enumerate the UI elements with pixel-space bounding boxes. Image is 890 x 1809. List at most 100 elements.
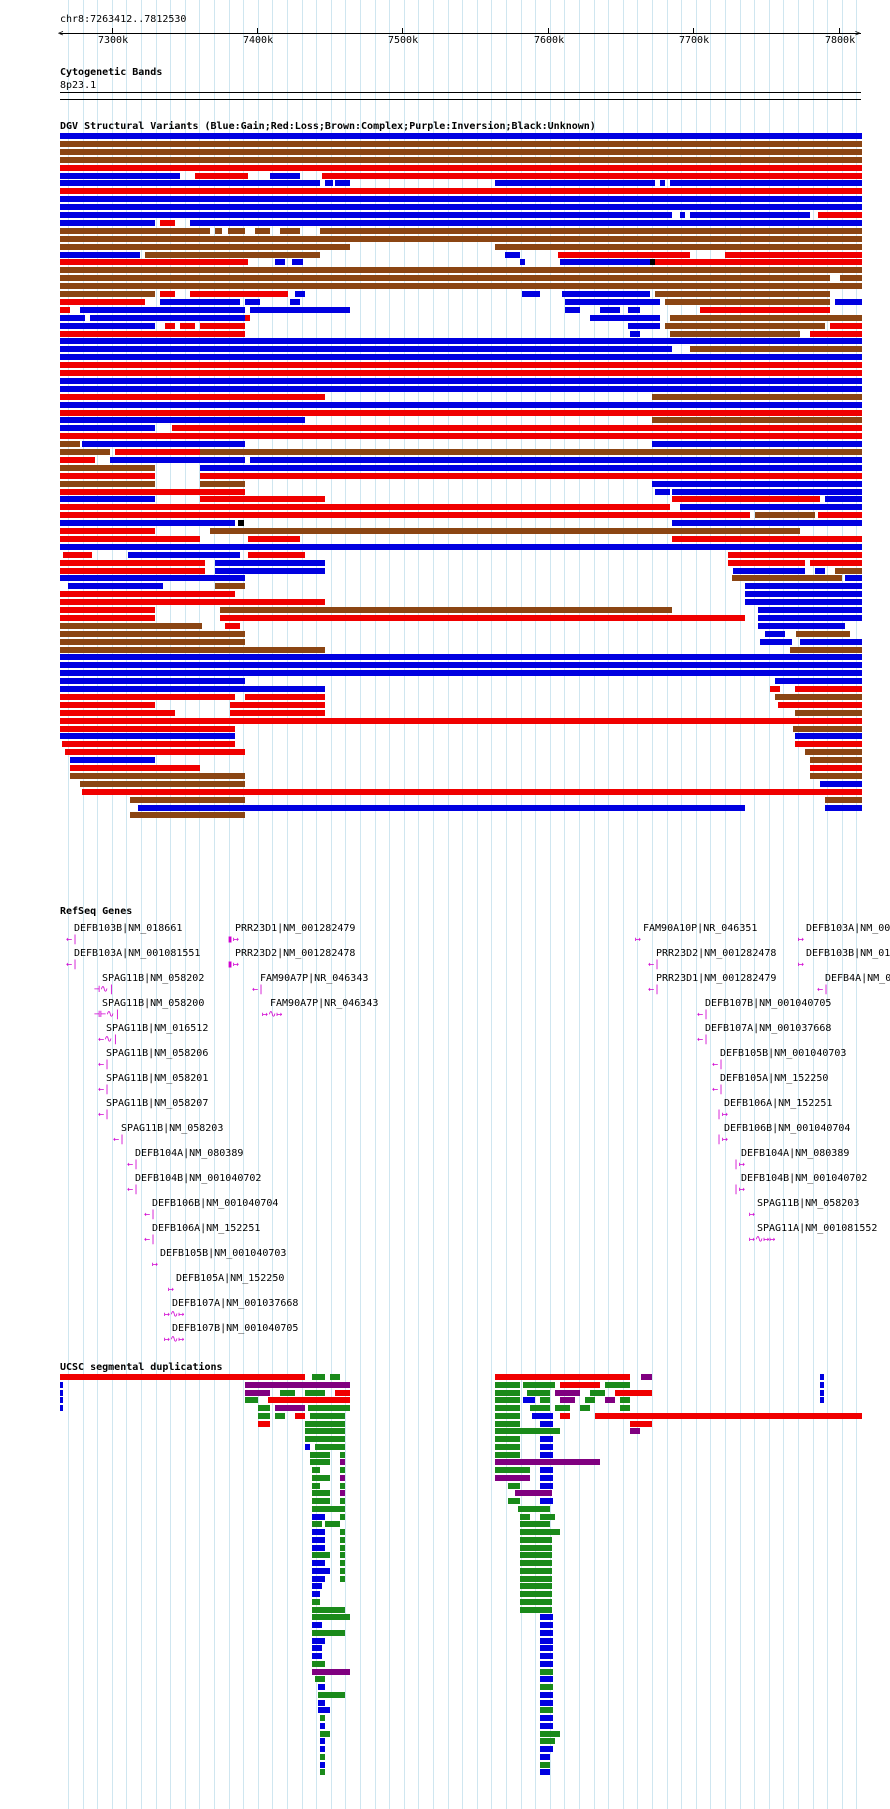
dgv-variant[interactable] — [60, 733, 235, 740]
dgv-variant[interactable] — [215, 227, 222, 234]
dgv-variant[interactable] — [840, 275, 862, 282]
gene-model[interactable]: ←| — [712, 1059, 725, 1070]
dgv-variant[interactable] — [652, 441, 862, 448]
dgv-variant[interactable] — [665, 298, 830, 305]
gene-label[interactable]: SPAG11B|NM_058203 — [757, 1198, 860, 1209]
dgv-variant[interactable] — [270, 172, 300, 179]
segdup-feature[interactable] — [320, 1738, 325, 1745]
dgv-variant[interactable] — [60, 219, 155, 226]
gene-model[interactable]: ↦ — [749, 1209, 756, 1220]
segdup-feature[interactable] — [320, 1753, 325, 1760]
segdup-feature[interactable] — [560, 1381, 600, 1388]
segdup-feature[interactable] — [540, 1707, 553, 1714]
dgv-variant[interactable] — [70, 765, 200, 771]
dgv-variant[interactable] — [628, 306, 640, 313]
segdup-feature[interactable] — [310, 1412, 345, 1419]
segdup-feature[interactable] — [312, 1513, 325, 1520]
segdup-feature[interactable] — [320, 1761, 325, 1768]
dgv-variant[interactable] — [60, 567, 205, 574]
dgv-variant[interactable] — [758, 614, 862, 621]
dgv-variant[interactable] — [815, 567, 825, 574]
dgv-variant[interactable] — [255, 227, 270, 234]
segdup-feature[interactable] — [520, 1544, 552, 1551]
segdup-feature[interactable] — [540, 1513, 555, 1520]
dgv-variant[interactable] — [60, 441, 80, 448]
dgv-variant[interactable] — [665, 322, 825, 329]
segdup-feature[interactable] — [312, 1583, 322, 1590]
segdup-feature[interactable] — [258, 1405, 270, 1411]
dgv-variant[interactable] — [690, 346, 862, 353]
gene-model[interactable]: ↦∿↦ — [164, 1334, 185, 1345]
segdup-feature[interactable] — [268, 1397, 350, 1404]
dgv-variant[interactable] — [60, 243, 350, 250]
gene-model[interactable]: ←| — [252, 984, 265, 995]
segdup-feature[interactable] — [312, 1591, 320, 1597]
segdup-feature[interactable] — [523, 1397, 535, 1404]
gene-label[interactable]: DEFB105A|NM_152250 — [176, 1273, 285, 1284]
dgv-variant[interactable] — [60, 709, 175, 716]
segdup-feature[interactable] — [540, 1653, 553, 1659]
gene-model[interactable]: ←| — [66, 934, 79, 945]
segdup-feature[interactable] — [540, 1397, 550, 1404]
refseq-track-title[interactable]: RefSeq Genes — [60, 906, 133, 917]
dgv-variant[interactable] — [655, 291, 830, 297]
dgv-variant[interactable] — [672, 496, 820, 503]
gene-label[interactable]: SPAG11B|NM_016512 — [106, 1023, 209, 1034]
dgv-variant[interactable] — [295, 291, 305, 297]
dgv-variant[interactable] — [775, 678, 862, 685]
segdup-feature[interactable] — [508, 1498, 520, 1504]
dgv-variant[interactable] — [60, 701, 155, 708]
segdup-feature[interactable] — [540, 1498, 553, 1504]
segdup-feature[interactable] — [495, 1428, 560, 1435]
segdup-feature[interactable] — [540, 1629, 553, 1636]
gene-label[interactable]: DEFB103B|NM_01 — [806, 948, 890, 959]
dgv-variant[interactable] — [70, 772, 245, 779]
dgv-variant[interactable] — [60, 496, 155, 503]
segdup-feature[interactable] — [540, 1699, 553, 1706]
dgv-variant[interactable] — [672, 520, 862, 527]
dgv-variant[interactable] — [245, 693, 325, 700]
segdup-feature[interactable] — [520, 1513, 530, 1520]
dgv-variant[interactable] — [650, 259, 655, 266]
dgv-variant[interactable] — [795, 733, 862, 740]
segdup-feature[interactable] — [310, 1451, 330, 1458]
dgv-variant[interactable] — [250, 456, 862, 463]
dgv-variant[interactable] — [810, 772, 862, 779]
dgv-variant[interactable] — [190, 291, 288, 297]
dgv-variant[interactable] — [60, 212, 672, 218]
dgv-variant[interactable] — [60, 670, 862, 677]
gene-label[interactable]: PRR23D1|NM_001282479 — [235, 923, 356, 934]
dgv-variant[interactable] — [60, 314, 85, 321]
segdup-feature[interactable] — [305, 1389, 325, 1396]
dgv-variant[interactable] — [660, 180, 665, 187]
segdup-feature[interactable] — [590, 1389, 605, 1396]
dgv-variant[interactable] — [80, 306, 245, 313]
gene-model[interactable]: ←| — [712, 1084, 725, 1095]
segdup-feature[interactable] — [495, 1436, 520, 1442]
segdup-feature[interactable] — [245, 1381, 350, 1388]
gene-label[interactable]: SPAG11B|NM_058203 — [121, 1123, 224, 1134]
dgv-variant[interactable] — [60, 646, 325, 653]
dgv-variant[interactable] — [60, 156, 862, 163]
dgv-variant[interactable] — [778, 701, 862, 708]
segdup-feature[interactable] — [305, 1420, 345, 1427]
segdup-feature[interactable] — [540, 1482, 553, 1489]
gene-label[interactable]: FAM90A7P|NR_046343 — [270, 998, 379, 1009]
segdup-feature[interactable] — [495, 1405, 520, 1411]
dgv-variant[interactable] — [60, 638, 245, 645]
dgv-track-title[interactable]: DGV Structural Variants (Blue:Gain;Red:L… — [60, 121, 596, 132]
dgv-variant[interactable] — [292, 259, 303, 266]
segdup-feature[interactable] — [560, 1412, 570, 1419]
dgv-variant[interactable] — [60, 464, 155, 471]
segdup-feature[interactable] — [340, 1482, 345, 1489]
dgv-variant[interactable] — [60, 456, 95, 463]
dgv-variant[interactable] — [335, 180, 350, 187]
dgv-variant[interactable] — [60, 686, 325, 692]
dgv-variant[interactable] — [60, 472, 155, 479]
segdup-feature[interactable] — [320, 1715, 325, 1721]
dgv-variant[interactable] — [60, 251, 140, 258]
gene-label[interactable]: DEFB107A|NM_001037668 — [172, 1298, 299, 1309]
dgv-variant[interactable] — [805, 749, 862, 756]
gene-model[interactable]: ↦ — [152, 1259, 159, 1270]
dgv-variant[interactable] — [775, 693, 862, 700]
